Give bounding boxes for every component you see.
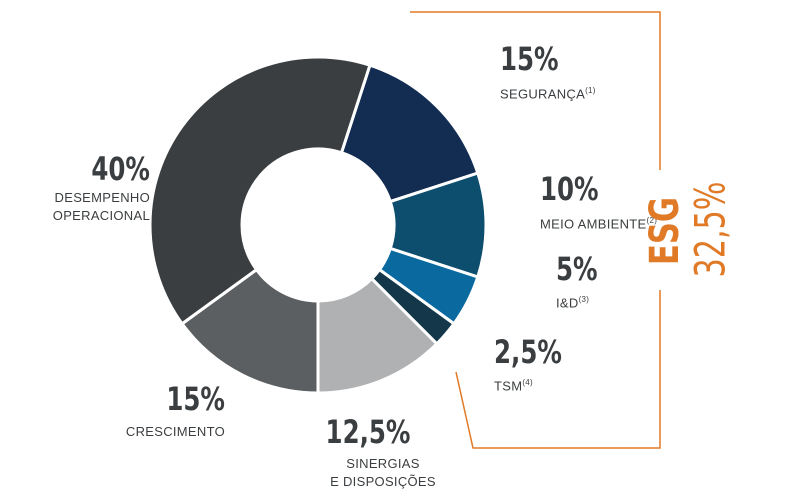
footnote: (3): [578, 295, 590, 304]
value-label-text: 12,5%: [325, 413, 411, 451]
value-label-text: 5%: [556, 250, 598, 288]
category-label: MEIO AMBIENTE(2): [540, 212, 657, 233]
category-label-text: TSM: [494, 378, 523, 394]
category-label-text: DESEMPENHO OPERACIONAL: [52, 190, 150, 223]
value-label: 2,5%: [494, 333, 562, 371]
category-label: I&D(3): [556, 291, 589, 312]
annotation-label-text: ESG: [642, 196, 688, 266]
value-label-text: 2,5%: [494, 333, 562, 371]
annotation-value-text: 32,5%: [685, 181, 735, 278]
annotation-label: ESG: [642, 193, 688, 270]
category-label: CRESCIMENTO: [126, 423, 225, 441]
category-label: SINERGIAS E DISPOSIÇÕES: [283, 455, 483, 491]
value-label: 10%: [540, 170, 599, 208]
value-label-text: 15%: [166, 380, 225, 418]
footnote: (1): [585, 86, 596, 95]
donut-segment: [339, 63, 480, 204]
category-label-text: SINERGIAS E DISPOSIÇÕES: [330, 456, 436, 489]
category-label: TSM(4): [494, 374, 533, 395]
value-label-text: 40%: [91, 150, 150, 188]
footnote: (4): [522, 378, 534, 387]
value-label: 40%: [91, 150, 150, 188]
donut-segment: [148, 55, 372, 326]
category-label-text: SEGURANÇA: [500, 86, 586, 102]
value-label-text: 10%: [540, 170, 599, 208]
value-label: 15%: [166, 380, 225, 418]
footnote: (2): [646, 216, 658, 225]
category-label-text: MEIO AMBIENTE: [540, 216, 647, 232]
value-label: 15%: [500, 40, 559, 78]
annotation-value: 32,5%: [686, 174, 735, 286]
value-label: 12,5%: [283, 413, 453, 451]
category-label: SEGURANÇA(1): [500, 82, 596, 103]
esg-bracket: [410, 11, 661, 449]
value-label-text: 15%: [500, 40, 559, 78]
category-label-text: CRESCIMENTO: [125, 424, 225, 439]
category-label-text: I&D: [556, 295, 579, 311]
category-label: DESEMPENHO OPERACIONAL: [53, 189, 150, 225]
value-label: 5%: [556, 250, 598, 288]
